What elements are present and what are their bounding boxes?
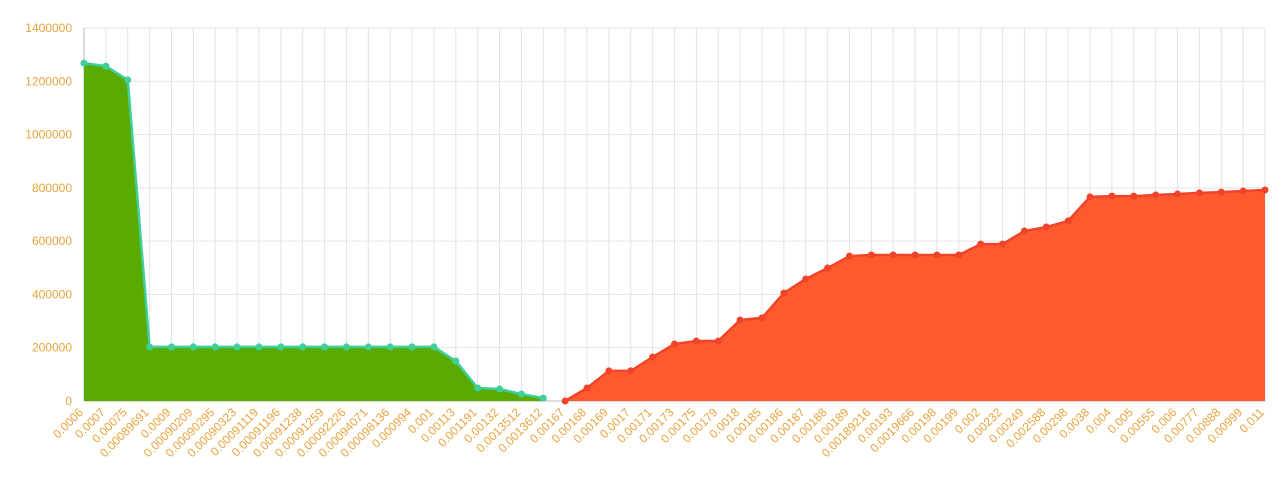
y-tick-label: 1000000 [25, 128, 72, 142]
data-point [911, 251, 919, 259]
data-point [364, 343, 372, 351]
y-tick-label: 0 [65, 394, 72, 408]
data-point [627, 367, 635, 375]
y-tick-label: 1400000 [25, 21, 72, 35]
data-point [845, 252, 853, 260]
data-point [1174, 190, 1182, 198]
data-point [583, 384, 591, 392]
data-point [671, 340, 678, 348]
data-point [299, 343, 307, 351]
data-point [211, 343, 219, 351]
data-point [255, 343, 263, 351]
x-tick-label: 0.011 [1237, 405, 1268, 436]
y-tick-label: 800000 [32, 181, 72, 195]
y-tick-label: 600000 [32, 234, 72, 248]
data-point [1152, 191, 1160, 199]
data-point [1042, 223, 1050, 231]
data-point [517, 390, 525, 398]
data-point [474, 384, 482, 392]
data-point [1217, 188, 1225, 196]
data-point [692, 337, 700, 345]
area-fill [565, 189, 1265, 401]
data-point [1130, 192, 1138, 200]
data-point [977, 240, 985, 248]
data-point [496, 385, 504, 393]
data-point [124, 76, 132, 84]
data-point [189, 343, 197, 351]
data-point [167, 343, 175, 351]
data-point [758, 314, 766, 322]
data-point [102, 62, 110, 70]
data-point [780, 289, 788, 297]
data-point [408, 343, 416, 351]
data-point [736, 316, 744, 324]
y-tick-label: 1200000 [25, 74, 72, 88]
data-point [1020, 227, 1028, 235]
data-point [1108, 192, 1116, 200]
data-point [889, 251, 897, 259]
data-point [342, 343, 350, 351]
data-point [539, 394, 547, 402]
data-point [1195, 189, 1203, 197]
data-point [430, 343, 438, 351]
area-fill [84, 63, 544, 401]
data-point [1261, 186, 1269, 194]
data-point [1239, 187, 1247, 195]
data-point [867, 251, 875, 259]
data-point [561, 397, 569, 405]
data-point [1086, 193, 1094, 201]
data-point [955, 251, 963, 259]
data-point [80, 59, 88, 67]
series-line [83, 61, 544, 400]
data-point [386, 343, 394, 351]
y-tick-label: 400000 [32, 287, 72, 301]
data-point [649, 353, 657, 361]
data-point [802, 275, 810, 283]
data-point [933, 251, 941, 259]
data-point [605, 367, 613, 375]
data-point [277, 343, 285, 351]
y-tick-label: 200000 [32, 341, 72, 355]
data-point [452, 357, 460, 365]
data-point [321, 343, 329, 351]
data-point [233, 343, 241, 351]
data-point [824, 264, 832, 272]
data-point [146, 343, 154, 351]
data-point [999, 240, 1007, 248]
data-point [714, 337, 722, 345]
data-point [1064, 217, 1072, 225]
